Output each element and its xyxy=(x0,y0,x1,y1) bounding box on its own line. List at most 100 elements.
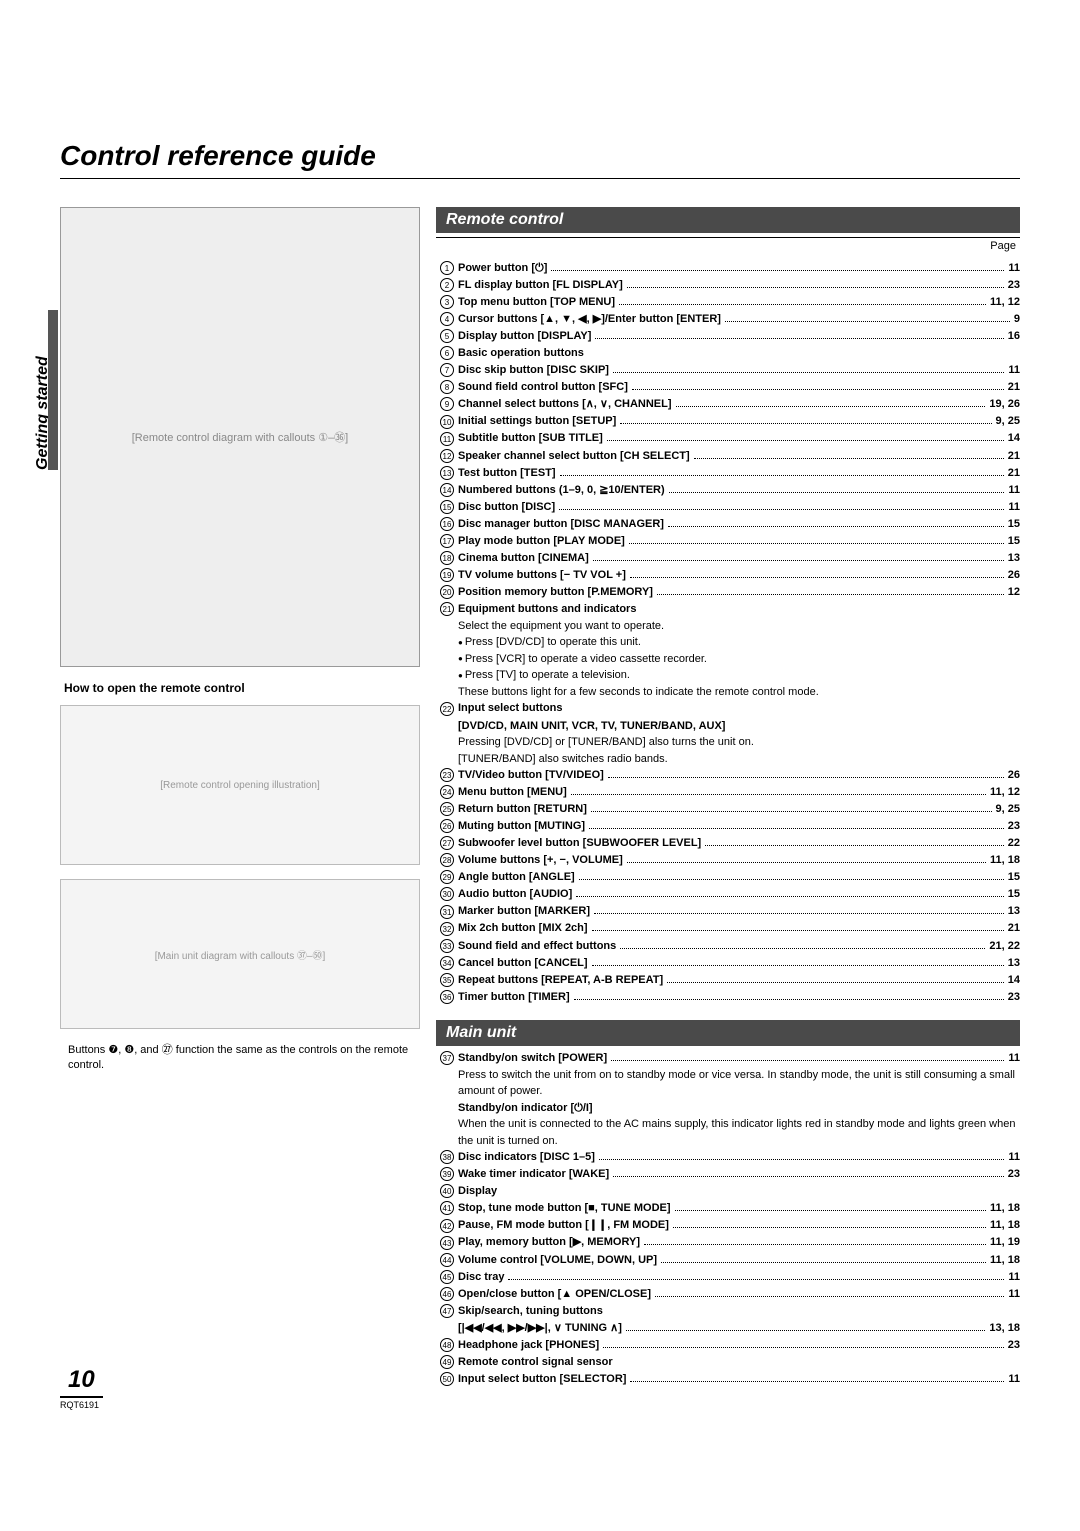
callout-number-icon: 24 xyxy=(440,785,454,799)
reference-page: 11 xyxy=(1008,482,1020,499)
callout-number-icon: 29 xyxy=(440,870,454,884)
dot-leader xyxy=(611,1060,1004,1061)
reference-page: 12 xyxy=(1008,584,1020,601)
reference-row: 1Power button [⏻]11 xyxy=(436,260,1020,277)
reference-label: Open/close button [▲ OPEN/CLOSE] xyxy=(458,1286,651,1303)
reference-row: 18Cinema button [CINEMA]13 xyxy=(436,550,1020,567)
reference-number: 45 xyxy=(436,1269,458,1286)
callout-number-icon: 47 xyxy=(440,1304,454,1318)
right-column: Remote control Page 1Power button [⏻]112… xyxy=(436,207,1020,1388)
reference-label: Initial settings button [SETUP] xyxy=(458,413,616,430)
reference-number: 6 xyxy=(436,345,458,362)
reference-number: 15 xyxy=(436,499,458,516)
reference-row: 9Channel select buttons [∧, ∨, CHANNEL]1… xyxy=(436,396,1020,413)
reference-label: Display xyxy=(458,1183,497,1200)
callout-number-icon: 35 xyxy=(440,973,454,987)
reference-note: Press to switch the unit from on to stan… xyxy=(458,1067,1020,1100)
reference-label: TV/Video button [TV/VIDEO] xyxy=(458,767,604,784)
reference-page: 23 xyxy=(1008,818,1020,835)
reference-label: Subtitle button [SUB TITLE] xyxy=(458,430,603,447)
dot-leader xyxy=(676,406,986,407)
reference-label: Input select button [SELECTOR] xyxy=(458,1371,626,1388)
reference-number: 41 xyxy=(436,1200,458,1217)
reference-page: 23 xyxy=(1008,277,1020,294)
reference-label: Disc indicators [DISC 1–5] xyxy=(458,1149,595,1166)
callout-number-icon: 13 xyxy=(440,466,454,480)
reference-page: 11 xyxy=(1008,499,1020,516)
reference-page: 15 xyxy=(1008,886,1020,903)
reference-label: Cinema button [CINEMA] xyxy=(458,550,589,567)
reference-row: 28Volume buttons [+, −, VOLUME]11, 18 xyxy=(436,852,1020,869)
reference-page: 15 xyxy=(1008,533,1020,550)
reference-label: Position memory button [P.MEMORY] xyxy=(458,584,653,601)
reference-label: FL display button [FL DISPLAY] xyxy=(458,277,623,294)
reference-label: Pause, FM mode button [❙❙, FM MODE] xyxy=(458,1217,669,1234)
reference-number: 8 xyxy=(436,379,458,396)
reference-number: 3 xyxy=(436,294,458,311)
reference-row: 22Input select buttons xyxy=(436,700,1020,717)
reference-page: 23 xyxy=(1008,1166,1020,1183)
reference-number: 50 xyxy=(436,1371,458,1388)
reference-label: Sound field control button [SFC] xyxy=(458,379,628,396)
reference-row: 11Subtitle button [SUB TITLE]14 xyxy=(436,430,1020,447)
reference-number: 35 xyxy=(436,972,458,989)
reference-number: 11 xyxy=(436,430,458,447)
dot-leader xyxy=(630,1381,1004,1382)
reference-number: 10 xyxy=(436,413,458,430)
reference-label: Headphone jack [PHONES] xyxy=(458,1337,599,1354)
reference-page: 13, 18 xyxy=(989,1320,1020,1337)
reference-page: 11, 18 xyxy=(990,852,1020,869)
reference-number: 12 xyxy=(436,448,458,465)
reference-page: 9, 25 xyxy=(996,413,1020,430)
reference-label: Timer button [TIMER] xyxy=(458,989,570,1006)
main-unit-section-title: Main unit xyxy=(436,1020,1020,1046)
reference-label: Disc tray xyxy=(458,1269,504,1286)
reference-label: Numbered buttons (1–9, 0, ≧10/ENTER) xyxy=(458,482,665,499)
dot-leader xyxy=(673,1227,986,1228)
dot-leader xyxy=(607,440,1004,441)
reference-label: Remote control signal sensor xyxy=(458,1354,613,1371)
reference-label: TV volume buttons [− TV VOL +] xyxy=(458,567,626,584)
reference-row: 35Repeat buttons [REPEAT, A-B REPEAT]14 xyxy=(436,972,1020,989)
callout-number-icon: 30 xyxy=(440,887,454,901)
reference-page: 14 xyxy=(1008,972,1020,989)
reference-row: 33 Sound field and effect buttons 21, 22 xyxy=(436,938,1020,955)
reference-note: Press [VCR] to operate a video cassette … xyxy=(458,651,1020,668)
reference-number: 9 xyxy=(436,396,458,413)
reference-label: Marker button [MARKER] xyxy=(458,903,590,920)
reference-number: 37 xyxy=(436,1050,458,1067)
reference-page: 21, 22 xyxy=(989,938,1020,955)
reference-number: 27 xyxy=(436,835,458,852)
reference-note: [DVD/CD, MAIN UNIT, VCR, TV, TUNER/BAND,… xyxy=(458,718,1020,735)
main-unit-diagram: [Main unit diagram with callouts ㊲–㊿] xyxy=(60,879,420,1029)
reference-number: 24 xyxy=(436,784,458,801)
dot-leader xyxy=(559,509,1004,510)
reference-label: Sound field and effect buttons xyxy=(458,938,616,955)
dot-leader xyxy=(620,948,985,949)
callout-number-icon: 27 xyxy=(440,836,454,850)
reference-label: Menu button [MENU] xyxy=(458,784,567,801)
reference-row: 41Stop, tune mode button [■, TUNE MODE]1… xyxy=(436,1200,1020,1217)
page-number: 10 xyxy=(60,1366,103,1398)
dot-leader xyxy=(571,794,986,795)
reference-number: 43 xyxy=(436,1234,458,1251)
reference-label: Disc button [DISC] xyxy=(458,499,555,516)
left-column: [Remote control diagram with callouts ①–… xyxy=(60,207,420,1388)
reference-number: 4 xyxy=(436,311,458,328)
reference-number: 40 xyxy=(436,1183,458,1200)
dot-leader xyxy=(592,930,1004,931)
callout-number-icon: 4 xyxy=(440,312,454,326)
callout-number-icon: 46 xyxy=(440,1287,454,1301)
reference-row: 37Standby/on switch [POWER]11 xyxy=(436,1050,1020,1067)
callout-number-icon: 33 xyxy=(440,939,454,953)
reference-label: Skip/search, tuning buttons xyxy=(458,1303,603,1320)
reference-row: 13Test button [TEST]21 xyxy=(436,465,1020,482)
reference-label: Cursor buttons [▲, ▼, ◀, ▶]/Enter button… xyxy=(458,311,721,328)
reference-label: Return button [RETURN] xyxy=(458,801,587,818)
remote-section-title: Remote control xyxy=(436,207,1020,233)
callout-number-icon: 25 xyxy=(440,802,454,816)
page-number-block: 10 RQT6191 xyxy=(60,1366,103,1410)
dot-leader xyxy=(657,594,1004,595)
callout-number-icon: 49 xyxy=(440,1355,454,1369)
reference-page: 13 xyxy=(1008,955,1020,972)
